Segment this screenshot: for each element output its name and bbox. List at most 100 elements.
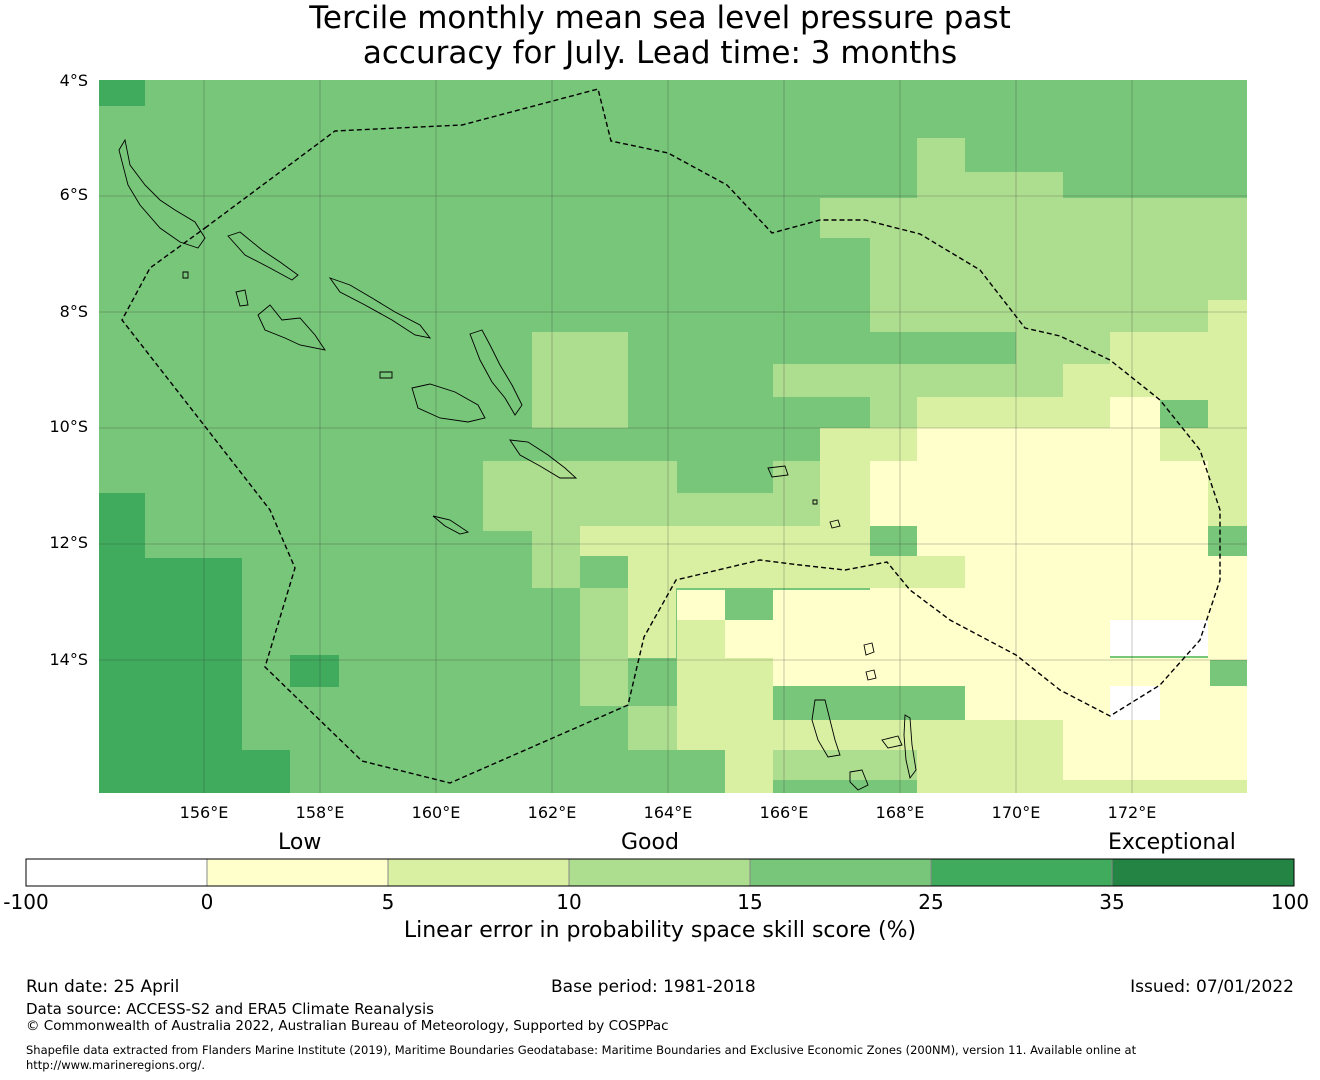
data-source: Data source: ACCESS-S2 and ERA5 Climate … [26, 1000, 434, 1018]
skill-cell [580, 526, 870, 556]
colorbar-segment-lt0 [26, 859, 207, 886]
skill-cell [290, 655, 339, 687]
run-date: Run date: 25 April [26, 977, 180, 997]
lon-label-172e: 172°E [1107, 803, 1157, 822]
lat-label-12s: 12°S [49, 533, 88, 552]
skill-cell [773, 364, 1063, 397]
malekula-island [881, 735, 903, 749]
chart-title-line-1: Tercile monthly mean sea level pressure … [309, 0, 1011, 36]
skill-cell [1110, 686, 1160, 720]
skill-cell [1063, 780, 1247, 793]
copyright-notice: © Commonwealth of Australia 2022, Austra… [26, 1018, 669, 1034]
guadalcanal-island [411, 383, 486, 423]
lat-label-14s: 14°S [49, 650, 88, 669]
colorbar-category-good: Good [621, 830, 679, 855]
skill-cell [917, 428, 1110, 461]
skill-cell [1110, 397, 1160, 461]
skill-cell [725, 720, 773, 780]
lon-label-166e: 166°E [759, 803, 809, 822]
makira-island [509, 439, 578, 479]
skill-cell [483, 461, 677, 531]
skill-cell [820, 428, 917, 461]
skill-cell [532, 332, 628, 428]
skill-cell [773, 658, 1210, 686]
lat-label-10s: 10°S [49, 417, 88, 436]
skill-cell [965, 556, 1247, 590]
skill-cell [99, 80, 145, 106]
lon-label-160e: 160°E [411, 803, 461, 822]
espiritu-santo-island [811, 699, 841, 758]
colorbar-tick: 10 [556, 890, 582, 914]
skill-cell [1208, 300, 1247, 526]
pentecost-island [903, 714, 917, 780]
skill-cell [580, 588, 628, 706]
eez-boundary-solomon [121, 88, 1221, 784]
malaita-island [469, 329, 523, 416]
skill-cell [725, 620, 1110, 658]
skill-cell [145, 558, 242, 793]
skill-cell [725, 780, 773, 793]
choiseul-island [227, 231, 299, 281]
skill-cell [1160, 428, 1208, 461]
lon-label-158e: 158°E [295, 803, 345, 822]
skill-cell [99, 493, 145, 793]
skill-cell [870, 300, 1208, 332]
skill-cell [820, 461, 870, 526]
skill-cell [242, 750, 290, 793]
skill-cell [917, 526, 1208, 556]
colorbar-tick: 25 [918, 890, 944, 914]
shapefile-credit-line-2: http://www.marineregions.org/. [26, 1058, 205, 1072]
new-georgia-island [257, 304, 326, 351]
colorbar-segment-25-35 [931, 859, 1112, 886]
bougainville-island [118, 138, 206, 249]
skill-cell [628, 556, 965, 588]
lat-label-8s: 8°S [59, 302, 88, 321]
skill-cell [870, 461, 1208, 526]
skill-cell [773, 750, 917, 780]
skill-cell [532, 526, 580, 588]
skill-cell [870, 238, 1247, 300]
skill-cell [1208, 620, 1247, 660]
colorbar-tick: 15 [737, 890, 763, 914]
skill-cell [917, 750, 1063, 793]
colorbar-label: Linear error in probability space skill … [403, 918, 917, 943]
graticule [99, 80, 1247, 793]
skill-cell [820, 198, 1247, 238]
lat-label-4s: 4°S [59, 71, 88, 90]
lon-label-156e: 156°E [179, 803, 229, 822]
colorbar-segment-0-5 [207, 859, 388, 886]
skill-cell [965, 172, 1063, 198]
rennell-island [432, 515, 470, 535]
skill-cell [1110, 620, 1208, 656]
lat-label-6s: 6°S [59, 185, 88, 204]
torres-banks-islands [863, 642, 877, 681]
colorbar-category-low: Low [278, 830, 322, 855]
colorbar-tick: 100 [1270, 890, 1310, 914]
skill-cell [677, 620, 725, 658]
issued-date: Issued: 07/01/2022 [1130, 977, 1294, 997]
santa-isabel-island [328, 277, 432, 339]
santa-cruz-island [767, 465, 789, 478]
chart-title-line-2: accuracy for July. Lead time: 3 months [362, 35, 958, 71]
skill-cell [917, 397, 1110, 428]
colorbar-segment-10-15 [569, 859, 750, 886]
lon-label-168e: 168°E [875, 803, 925, 822]
lon-label-164e: 164°E [643, 803, 693, 822]
skill-grid [99, 80, 1247, 793]
colorbar-segment-15-25 [750, 859, 931, 886]
efate-region-islands [849, 769, 869, 791]
shapefile-credit-line-1: Shapefile data extracted from Flanders M… [26, 1043, 1137, 1057]
skill-cell [773, 590, 870, 620]
lon-label-162e: 162°E [527, 803, 577, 822]
colorbar-tick: -100 [3, 890, 49, 914]
skill-cell [677, 590, 725, 620]
colorbar-segment-5-10 [388, 859, 569, 886]
skill-cell [917, 138, 965, 198]
small-islets [182, 271, 841, 529]
skill-cell [1063, 720, 1247, 780]
colorbar-tick: 5 [381, 890, 395, 914]
skill-cell [870, 397, 917, 428]
colorbar-tick: 35 [1099, 890, 1125, 914]
